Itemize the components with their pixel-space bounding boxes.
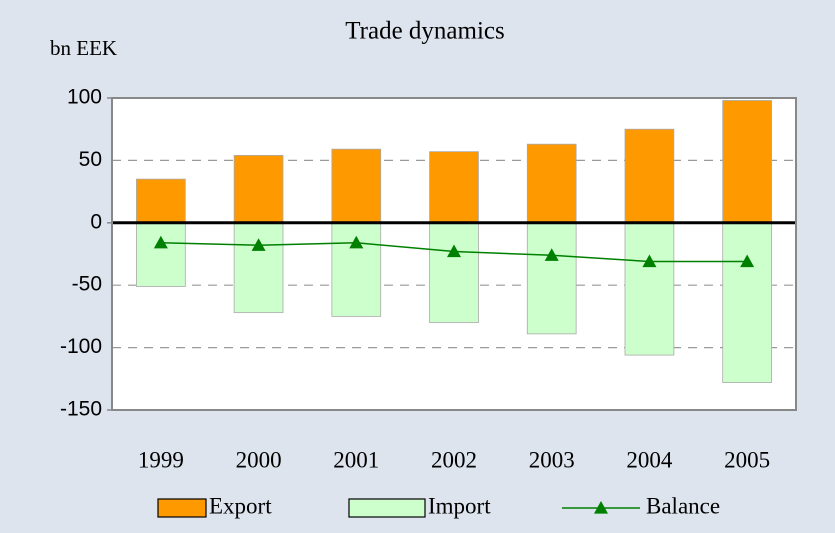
y-tick-label: 50: [79, 148, 102, 171]
y-tick-label: 100: [67, 86, 102, 109]
y-tick-label: -50: [72, 273, 102, 296]
line-marker: [740, 254, 755, 268]
bar: [526, 222, 577, 335]
bar: [429, 222, 479, 324]
legend-marker: [594, 501, 608, 514]
x-tick-label: 2005: [724, 447, 770, 472]
x-tick-label: 2002: [431, 447, 477, 472]
bar: [136, 178, 186, 224]
x-tick-label: 2000: [236, 447, 282, 472]
y-tick-label: 0: [90, 210, 102, 233]
legend-swatch: [157, 498, 207, 518]
legend-swatch: [348, 498, 426, 518]
bar: [624, 222, 675, 356]
legend-label: Import: [428, 493, 491, 518]
bar: [331, 148, 382, 224]
chart-title: Trade dynamics: [345, 18, 504, 45]
line-marker: [251, 238, 266, 251]
legend-label: Export: [209, 493, 272, 518]
bar: [722, 222, 772, 383]
bar: [429, 151, 479, 224]
y-tick-label: -100: [60, 335, 102, 358]
plot-border: [111, 97, 797, 411]
bar: [526, 143, 577, 224]
line-marker: [153, 235, 168, 249]
y-tick-label: -150: [60, 398, 102, 421]
y-axis-label: bn EEK: [50, 36, 117, 60]
line-marker: [642, 254, 657, 268]
bar: [722, 100, 772, 224]
bar: [624, 128, 675, 224]
legend-label: Balance: [646, 493, 720, 518]
x-tick-label: 2001: [333, 447, 379, 472]
x-tick-label: 2004: [626, 447, 673, 472]
bar: [233, 222, 284, 314]
bar: [233, 155, 284, 224]
line-marker: [544, 248, 559, 261]
line-marker: [349, 235, 364, 249]
x-tick-label: 1999: [138, 447, 184, 472]
bar: [136, 222, 186, 287]
x-tick-label: 2003: [529, 447, 575, 472]
line-marker: [447, 244, 461, 258]
